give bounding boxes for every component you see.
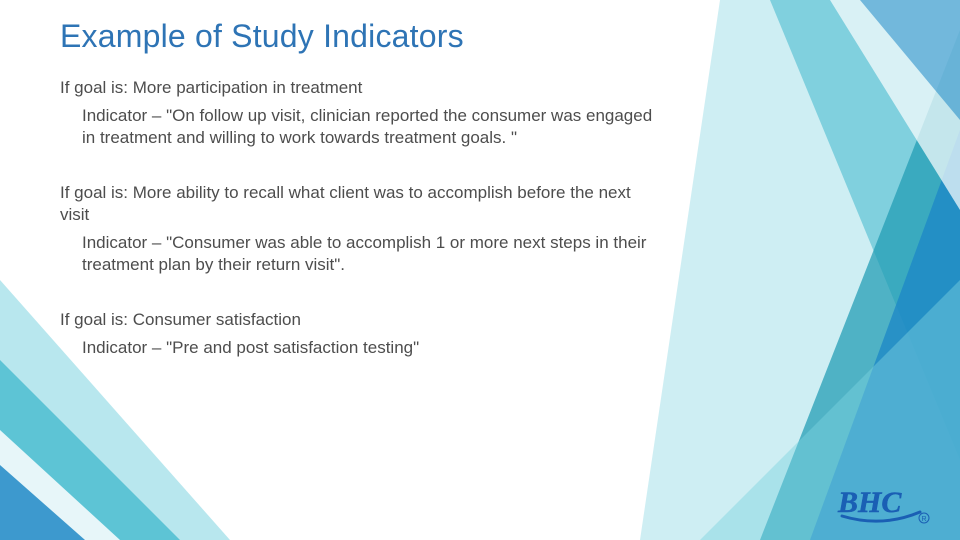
logo-text: BHC [837,486,902,519]
goal-2: If goal is: More ability to recall what … [60,182,660,226]
slide: Example of Study Indicators If goal is: … [0,0,960,540]
indicator-1: Indicator – "On follow up visit, clinici… [60,105,660,149]
indicator-2: Indicator – "Consumer was able to accomp… [60,232,660,276]
goal-3: If goal is: Consumer satisfaction [60,309,660,331]
content-area: Example of Study Indicators If goal is: … [0,0,720,359]
goal-1: If goal is: More participation in treatm… [60,77,660,99]
logo-bhc: BHC R [836,482,932,526]
slide-title: Example of Study Indicators [60,18,660,55]
registered-r: R [921,516,926,523]
indicator-3: Indicator – "Pre and post satisfaction t… [60,337,660,359]
body-text: If goal is: More participation in treatm… [60,77,660,359]
